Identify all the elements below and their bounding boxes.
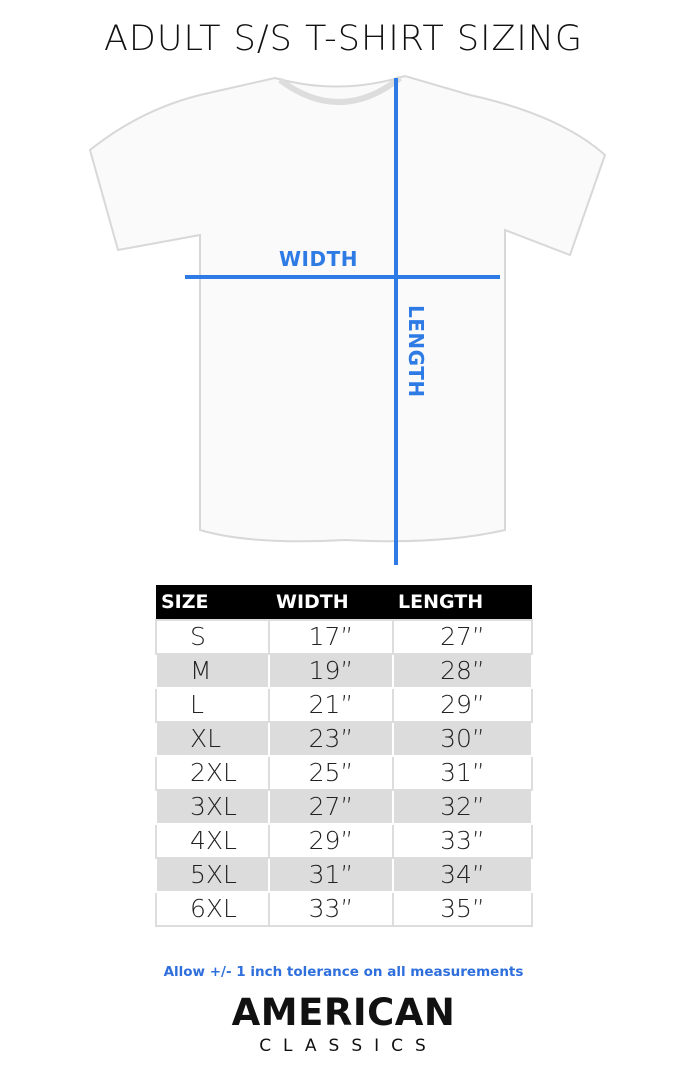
width-label: WIDTH bbox=[279, 247, 358, 271]
cell-width: 25” bbox=[268, 755, 394, 791]
cell-length: 34” bbox=[392, 857, 533, 893]
tshirt-diagram bbox=[88, 74, 607, 565]
collar bbox=[278, 75, 402, 105]
table-row: 6XL 33” 35” bbox=[155, 891, 533, 927]
header-length: LENGTH bbox=[393, 585, 532, 620]
cell-width: 29” bbox=[268, 823, 394, 859]
cell-width: 23” bbox=[268, 721, 394, 757]
header-size: SIZE bbox=[156, 585, 269, 620]
table-row: XL 23” 30” bbox=[155, 721, 533, 757]
cell-width: 27” bbox=[268, 789, 394, 825]
cell-size: 2XL bbox=[155, 755, 270, 791]
cell-length: 32” bbox=[392, 789, 533, 825]
table-row: S 17” 27” bbox=[155, 619, 533, 655]
cell-width: 31” bbox=[268, 857, 394, 893]
cell-size: M bbox=[155, 653, 270, 689]
length-label: LENGTH bbox=[404, 305, 428, 398]
header-width: WIDTH bbox=[269, 585, 393, 620]
cell-size: XL bbox=[155, 721, 270, 757]
cell-length: 31” bbox=[392, 755, 533, 791]
cell-size: S bbox=[155, 619, 270, 655]
cell-size: 6XL bbox=[155, 891, 270, 927]
tolerance-note: Allow +/- 1 inch tolerance on all measur… bbox=[163, 964, 524, 980]
cell-length: 28” bbox=[392, 653, 533, 689]
table-row: 2XL 25” 31” bbox=[155, 755, 533, 791]
cell-width: 21” bbox=[268, 687, 394, 723]
cell-size: 4XL bbox=[155, 823, 270, 859]
table-row: 4XL 29” 33” bbox=[155, 823, 533, 859]
cell-size: L bbox=[155, 687, 270, 723]
cell-length: 27” bbox=[392, 619, 533, 655]
cell-length: 29” bbox=[392, 687, 533, 723]
cell-size: 5XL bbox=[155, 857, 270, 893]
cell-length: 33” bbox=[392, 823, 533, 859]
table-row: 5XL 31” 34” bbox=[155, 857, 533, 893]
cell-width: 19” bbox=[268, 653, 394, 689]
cell-length: 30” bbox=[392, 721, 533, 757]
table-row: 3XL 27” 32” bbox=[155, 789, 533, 825]
tshirt-shape bbox=[88, 74, 607, 543]
table-header-row: SIZE WIDTH LENGTH bbox=[156, 585, 532, 620]
table-row: M 19” 28” bbox=[155, 653, 533, 689]
cell-width: 33” bbox=[268, 891, 394, 927]
cell-size: 3XL bbox=[155, 789, 270, 825]
cell-length: 35” bbox=[392, 891, 533, 927]
cell-width: 17” bbox=[268, 619, 394, 655]
size-table: SIZE WIDTH LENGTH S 17” 27” M 19” 28” L 21” 29” X… bbox=[155, 585, 533, 927]
table-row: L 21” 29” bbox=[155, 687, 533, 723]
page-title: ADULT S/S T-SHIRT SIZING bbox=[103, 19, 584, 59]
logo-american: AMERICAN bbox=[231, 991, 456, 1034]
logo-classics: CLASSICS bbox=[259, 1036, 438, 1056]
